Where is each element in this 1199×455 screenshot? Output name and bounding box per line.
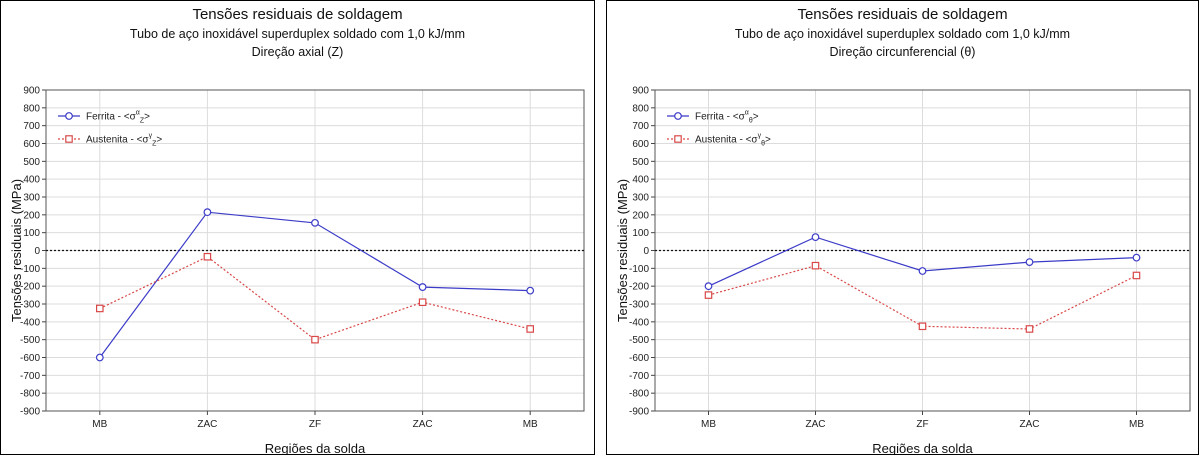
data-point-austenita (918, 322, 927, 331)
data-point-austenita (203, 252, 212, 261)
y-tick-label: -100 (629, 264, 649, 275)
y-tick-label: -400 (629, 317, 649, 328)
legend-marker-austenita (65, 135, 73, 143)
chart-title: Tensões residuais de soldagem (797, 6, 1007, 23)
y-tick-label: 400 (23, 175, 40, 186)
y-tick-label: -200 (20, 282, 40, 293)
data-point-ferrita (704, 282, 713, 291)
data-point-ferrita (418, 283, 427, 291)
data-point-ferrita (311, 218, 319, 227)
chart-panel-circumferential: Tensões residuais de soldagem Tubo de aço… (606, 0, 1199, 455)
x-tick-label: MB (1129, 419, 1144, 430)
y-tick-label: 200 (23, 210, 40, 221)
chart-axial: Tensões residuais de soldagem Tubo de aço… (9, 6, 585, 454)
chart-panel-axial: Tensões residuais de soldagem Tubo de aço… (0, 0, 595, 455)
chart-direction: Direção circunferencial (θ) (830, 45, 976, 59)
data-point-austenita (95, 304, 104, 313)
x-tick-label: MB (523, 419, 538, 430)
data-point-austenita (418, 298, 427, 307)
x-tick-label: ZF (309, 419, 321, 430)
y-tick-label: 300 (632, 193, 649, 204)
y-tick-label: -900 (629, 407, 649, 418)
y-tick-label: -200 (629, 282, 649, 293)
y-tick-label: -800 (20, 389, 40, 400)
y-tick-label: -400 (20, 317, 40, 328)
y-tick-label: -300 (629, 300, 649, 311)
panel-gap (595, 0, 606, 455)
y-tick-label: 0 (643, 246, 649, 257)
y-tick-label: -500 (629, 335, 649, 346)
x-tick-label: ZAC (806, 419, 826, 430)
y-axis-label: Tensões residuais (MPa) (9, 179, 24, 322)
data-point-ferrita (526, 286, 535, 295)
data-point-ferrita (811, 233, 820, 242)
x-tick-label: MB (92, 419, 107, 430)
legend-label-ferrita: Ferrita - <σαθ> (695, 110, 759, 125)
data-point-austenita (811, 261, 820, 270)
y-tick-label: 700 (632, 121, 649, 132)
data-point-ferrita (95, 353, 104, 362)
legend-label-ferrita: Ferrita - <σαZ> (86, 110, 150, 125)
y-tick-label: -900 (20, 407, 40, 418)
y-tick-label: 500 (632, 157, 649, 168)
y-tick-label: 800 (23, 103, 40, 114)
y-tick-label: 900 (632, 86, 649, 97)
data-point-ferrita (1025, 258, 1034, 266)
x-tick-label: ZAC (197, 419, 217, 430)
x-tick-label: MB (701, 419, 716, 430)
y-tick-label: -600 (20, 353, 40, 364)
x-axis-label: Regiões da solda (265, 441, 366, 454)
y-tick-label: -500 (20, 335, 40, 346)
y-tick-label: 0 (34, 246, 40, 257)
chart-direction: Direção axial (Z) (252, 45, 344, 59)
legend-label-austenita: Austenita - <σγZ> (86, 133, 162, 148)
chart-subtitle: Tubo de aço inoxidável superduplex solda… (130, 27, 465, 41)
y-tick-label: -600 (629, 353, 649, 364)
y-tick-label: 600 (632, 139, 649, 150)
y-tick-label: 200 (632, 210, 649, 221)
y-tick-label: 600 (23, 139, 40, 150)
x-axis-label: Regiões da solda (872, 441, 973, 454)
x-tick-label: ZF (916, 419, 928, 430)
data-point-austenita (311, 335, 319, 344)
legend-marker-austenita (674, 135, 682, 143)
y-tick-label: 400 (632, 175, 649, 186)
data-point-austenita (526, 325, 535, 333)
data-point-ferrita (1132, 253, 1141, 262)
data-point-austenita (1132, 271, 1141, 280)
x-tick-label: ZAC (1020, 419, 1040, 430)
y-tick-label: -300 (20, 300, 40, 311)
y-tick-label: 800 (632, 103, 649, 114)
data-point-ferrita (203, 208, 212, 217)
y-tick-label: -800 (629, 389, 649, 400)
chart-subtitle: Tubo de aço inoxidável superduplex solda… (735, 27, 1070, 41)
data-point-austenita (1025, 325, 1034, 333)
y-tick-label: 700 (23, 121, 40, 132)
y-tick-label: -100 (20, 264, 40, 275)
y-tick-label: 300 (23, 193, 40, 204)
x-tick-label: ZAC (413, 419, 433, 430)
chart-title: Tensões residuais de soldagem (192, 6, 402, 23)
y-tick-label: 100 (632, 228, 649, 239)
chart-circumferential: Tensões residuais de soldagem Tubo de aço… (615, 6, 1191, 454)
y-tick-label: 500 (23, 157, 40, 168)
y-axis-label: Tensões residuais (MPa) (615, 179, 630, 322)
data-point-ferrita (918, 267, 927, 275)
y-tick-label: 900 (23, 86, 40, 97)
y-tick-label: 100 (23, 228, 40, 239)
y-tick-label: -700 (20, 371, 40, 382)
legend-marker-ferrita (674, 112, 682, 120)
legend-label-austenita: Austenita - <σγθ> (695, 133, 771, 148)
y-tick-label: -700 (629, 371, 649, 382)
data-point-austenita (704, 291, 713, 299)
legend-marker-ferrita (65, 112, 73, 120)
